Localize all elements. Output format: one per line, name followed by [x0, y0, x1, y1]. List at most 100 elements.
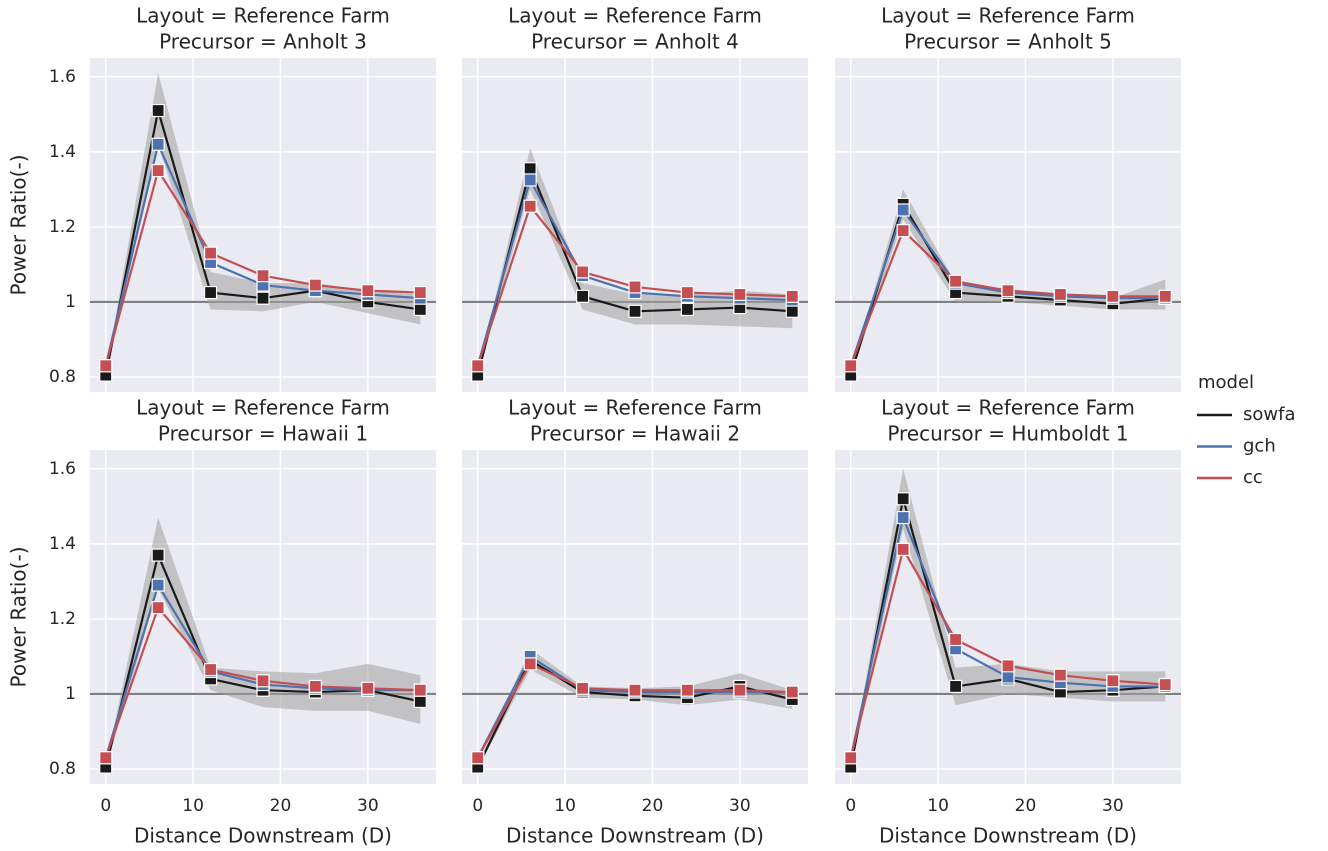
panel-subtitle: Precursor = Hawaii 1	[158, 422, 368, 446]
marker	[785, 685, 799, 699]
marker	[256, 269, 270, 283]
plot-area	[835, 468, 1181, 774]
y-tick-label: 1.4	[49, 534, 76, 554]
marker	[733, 683, 747, 697]
marker	[575, 265, 590, 279]
plot-area	[835, 189, 1181, 382]
marker	[896, 510, 910, 525]
plot-area	[462, 648, 808, 774]
plot-area	[90, 517, 436, 774]
y-axis-label: Power Ratio(-)	[7, 547, 31, 688]
x-tick-label: 10	[927, 796, 949, 816]
marker	[151, 548, 165, 562]
panel-subtitle: Precursor = Anholt 4	[531, 30, 739, 54]
x-tick-label: 10	[554, 796, 576, 816]
x-tick-label: 0	[845, 796, 856, 816]
legend-label: gch	[1243, 436, 1276, 457]
marker	[99, 359, 113, 373]
marker	[308, 679, 323, 694]
marker	[523, 173, 537, 187]
y-tick-label: 1.6	[49, 67, 76, 87]
marker	[1001, 284, 1015, 298]
x-tick-label: 10	[182, 796, 204, 816]
marker	[1053, 287, 1068, 302]
panel-subtitle: Precursor = Anholt 3	[159, 30, 367, 54]
y-tick-label: 0.8	[49, 367, 76, 387]
plot-background	[90, 58, 436, 392]
y-tick-label: 1	[65, 684, 76, 704]
panel-title: Layout = Reference Farm	[881, 4, 1135, 28]
marker	[471, 751, 485, 765]
marker	[523, 657, 537, 671]
marker	[785, 289, 799, 303]
y-tick-label: 1	[65, 292, 76, 312]
x-tick-label: 0	[472, 796, 483, 816]
marker	[628, 304, 642, 318]
plot-area	[462, 148, 808, 382]
legend-label: cc	[1243, 467, 1263, 488]
marker	[896, 492, 910, 506]
y-tick-label: 0.8	[49, 759, 76, 779]
marker	[151, 103, 165, 118]
marker	[413, 285, 427, 300]
panel-subtitle: Precursor = Hawaii 2	[530, 422, 740, 446]
x-tick-label: 30	[357, 796, 379, 816]
marker	[523, 199, 537, 213]
panel-title: Layout = Reference Farm	[508, 4, 762, 28]
legend-label: sowfa	[1243, 404, 1295, 425]
marker	[948, 679, 963, 694]
confidence-band	[850, 468, 1166, 769]
marker	[361, 284, 375, 298]
y-axis-label: Power Ratio(-)	[7, 155, 31, 296]
panel-subtitle: Precursor = Humboldt 1	[887, 422, 1128, 446]
marker	[99, 751, 113, 765]
panel-title: Layout = Reference Farm	[136, 4, 390, 28]
marker	[413, 302, 427, 317]
marker	[575, 289, 590, 303]
marker	[680, 302, 695, 317]
marker	[680, 285, 695, 300]
marker	[203, 285, 218, 300]
x-tick-label: 30	[729, 796, 751, 816]
x-tick-label: 30	[1102, 796, 1124, 816]
y-tick-label: 1.6	[49, 459, 76, 479]
marker	[896, 203, 910, 217]
marker	[1106, 289, 1120, 303]
marker	[308, 278, 323, 292]
x-tick-label: 0	[100, 796, 111, 816]
marker	[896, 542, 910, 557]
marker	[1001, 670, 1015, 684]
marker	[151, 163, 165, 178]
panel-title: Layout = Reference Farm	[136, 396, 390, 420]
marker	[844, 751, 858, 765]
x-axis-label: Distance Downstream (D)	[879, 824, 1137, 848]
confidence-band	[477, 648, 793, 769]
marker	[948, 274, 963, 288]
y-tick-label: 1.2	[49, 217, 76, 237]
confidence-band	[105, 517, 421, 769]
panel-title: Layout = Reference Farm	[881, 396, 1135, 420]
marker	[203, 246, 218, 260]
marker	[844, 359, 858, 373]
marker	[471, 359, 485, 373]
confidence-band	[105, 73, 421, 377]
marker	[733, 287, 747, 302]
marker	[523, 162, 537, 176]
x-axis-label: Distance Downstream (D)	[134, 824, 392, 848]
marker	[413, 694, 427, 709]
x-axis-label: Distance Downstream (D)	[506, 824, 764, 848]
marker	[1106, 674, 1120, 688]
x-tick-label: 20	[270, 796, 292, 816]
x-tick-label: 20	[642, 796, 664, 816]
marker	[575, 681, 590, 695]
marker	[361, 681, 375, 695]
plot-background	[462, 450, 808, 784]
marker	[1158, 677, 1172, 692]
marker	[785, 304, 799, 318]
marker	[413, 683, 427, 697]
marker	[256, 674, 270, 688]
marker	[896, 224, 910, 238]
plot-background	[835, 58, 1181, 392]
y-tick-label: 1.4	[49, 142, 76, 162]
